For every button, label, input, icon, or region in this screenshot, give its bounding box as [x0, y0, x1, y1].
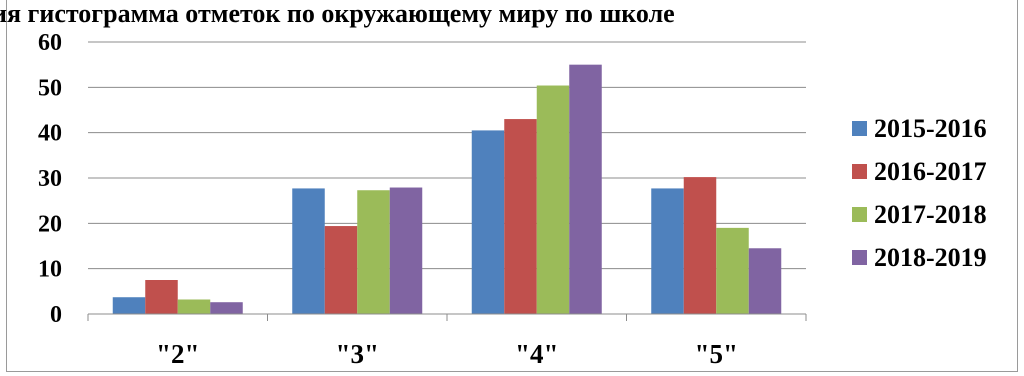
bar-2018-2019-3 [748, 248, 782, 314]
bar-2017-2018-2 [536, 85, 570, 315]
bar-2017-2018-3 [716, 227, 749, 314]
category-label: "4" [515, 339, 558, 369]
category-label: "5" [695, 339, 738, 369]
bar-2018-2019-2 [569, 64, 602, 315]
legend-swatch [852, 121, 867, 136]
bar-2018-2019-0 [210, 302, 243, 314]
y-tick-label: 10 [38, 257, 62, 283]
bar-2015-2016-3 [651, 188, 684, 314]
y-axis-ticks: 0 10 20 30 40 50 60 [38, 30, 62, 328]
bar-2015-2016-2 [471, 130, 505, 314]
y-tick-label: 50 [38, 75, 62, 101]
x-axis-categories: "2" "3" "4" "5" [156, 339, 738, 369]
category-label: "3" [336, 339, 379, 369]
bar-2017-2018-1 [357, 190, 390, 314]
bar-2015-2016-0 [112, 297, 146, 314]
bar-2016-2017-2 [504, 119, 537, 314]
gridlines [88, 41, 806, 270]
y-tick-label: 40 [38, 121, 62, 147]
bar-2017-2018-0 [177, 299, 211, 314]
legend: 2015-2016 2016-2017 2017-2018 2018-2019 [852, 114, 987, 272]
bar-2016-2017-3 [683, 177, 717, 314]
legend-swatch [852, 250, 867, 265]
bars [112, 64, 782, 315]
legend-label: 2016-2017 [874, 157, 987, 186]
bar-2015-2016-1 [292, 188, 325, 314]
y-tick-label: 20 [38, 211, 62, 237]
legend-swatch [852, 207, 867, 222]
bar-2016-2017-0 [145, 280, 178, 314]
legend-label: 2018-2019 [874, 243, 987, 272]
legend-label: 2015-2016 [874, 114, 987, 143]
chart-title: ия гистограмма отметок по окружающему ми… [0, 0, 675, 28]
chart-frame [6, 0, 1018, 372]
y-tick-label: 60 [38, 30, 62, 56]
y-tick-label: 0 [50, 302, 62, 328]
y-tick-label: 30 [38, 166, 62, 192]
bar-2016-2017-1 [324, 226, 358, 314]
x-axis [87, 313, 807, 321]
legend-label: 2017-2018 [874, 200, 987, 229]
bar-2018-2019-1 [389, 187, 423, 314]
legend-swatch [852, 164, 867, 179]
category-label: "2" [156, 339, 199, 369]
